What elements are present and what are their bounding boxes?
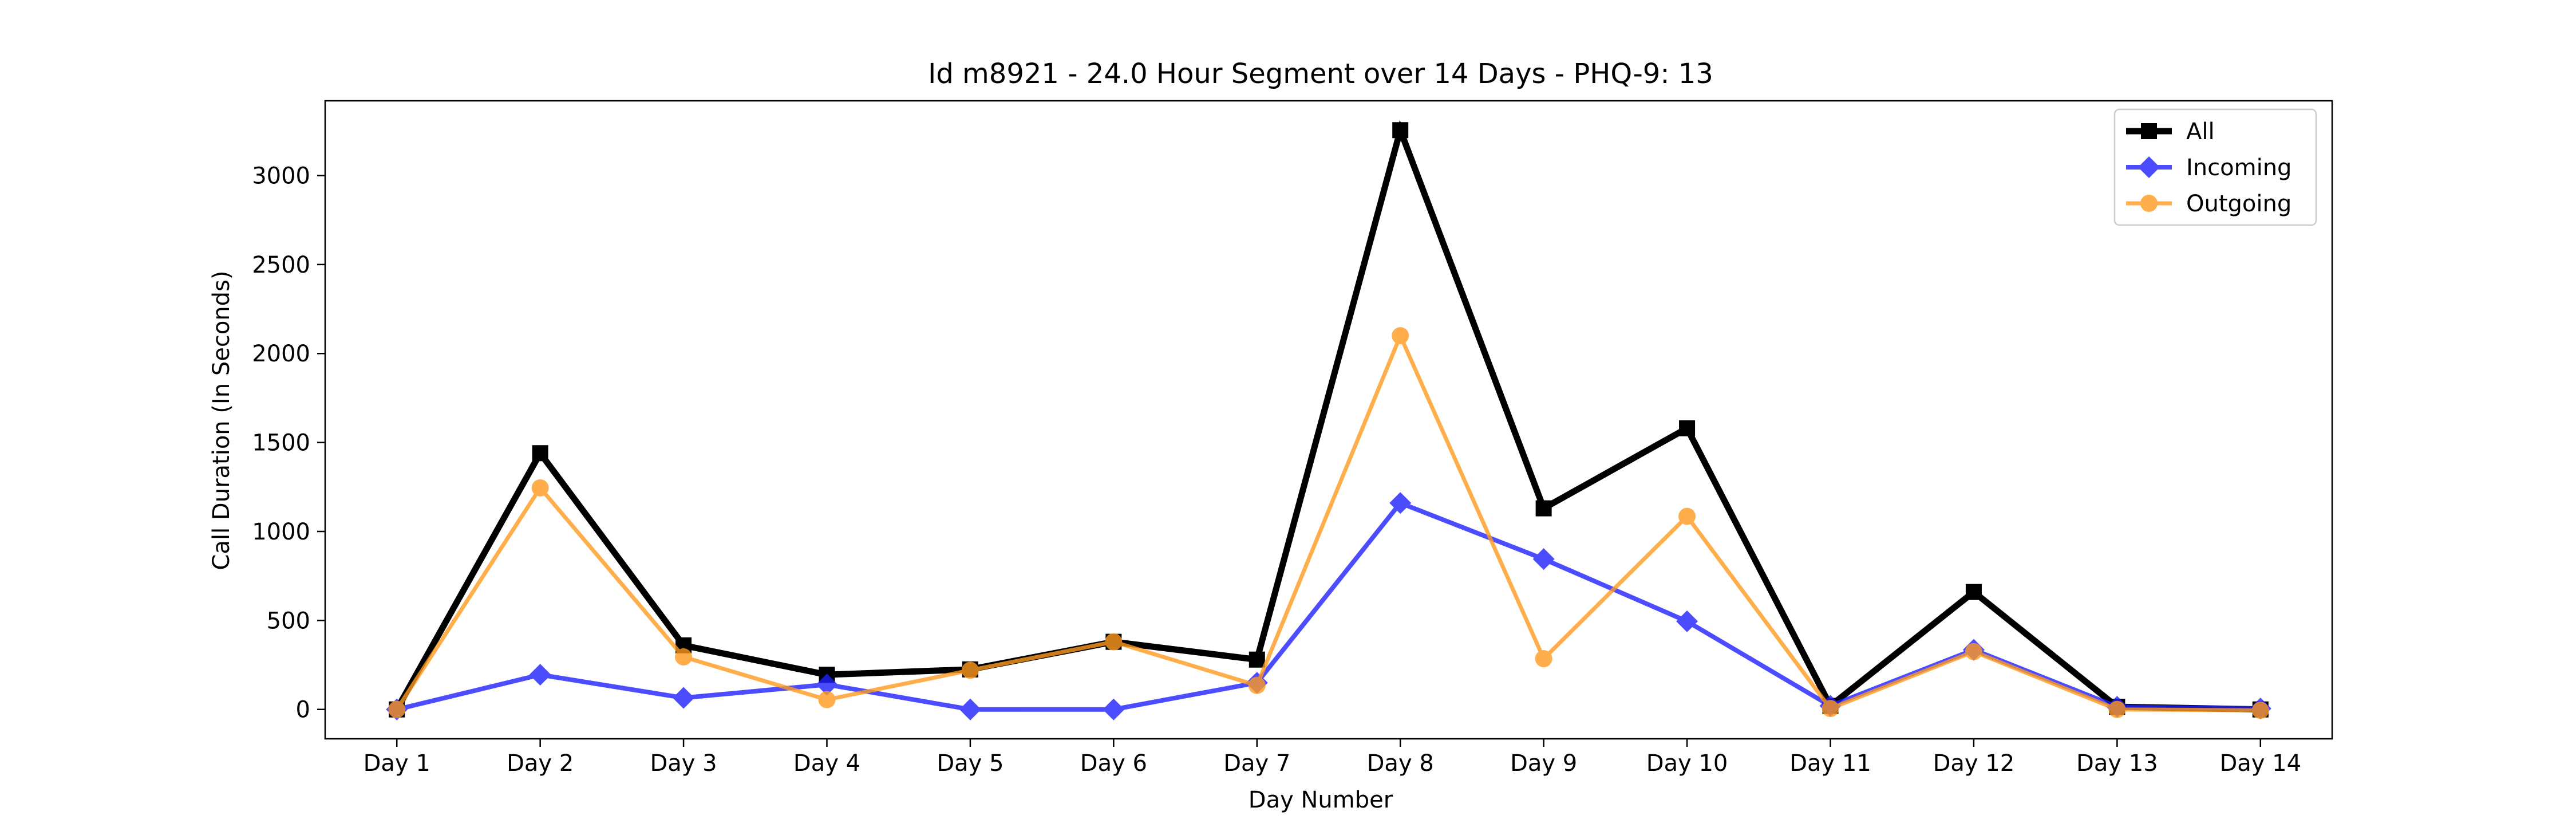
legend: All Incoming Outgoing: [2113, 108, 2317, 226]
x-tick-label-day-5: Day 5: [937, 750, 1003, 777]
point-outgoing-day-11: [1822, 700, 1839, 718]
plot-area: [386, 120, 2271, 720]
point-incoming-day-6: [1103, 698, 1125, 720]
y-tick-label-1000: 1000: [252, 519, 310, 545]
point-all-day-8: [1392, 122, 1409, 139]
point-incoming-day-8: [1389, 492, 1412, 514]
point-outgoing-day-12: [1965, 643, 1982, 660]
point-outgoing-day-2: [531, 479, 549, 497]
x-tick-label-day-4: Day 4: [793, 750, 860, 777]
legend-entry-all: [2126, 123, 2172, 139]
y-tick-label-500: 500: [267, 608, 310, 634]
point-outgoing-day-3: [675, 648, 693, 666]
x-tick-label-day-3: Day 3: [650, 750, 717, 777]
point-outgoing-day-9: [1535, 650, 1552, 668]
point-incoming-day-2: [529, 664, 551, 686]
point-outgoing-day-14: [2251, 702, 2269, 719]
legend-entry-outgoing: [2126, 195, 2172, 212]
legend-label-all: All: [2186, 119, 2215, 145]
point-all-day-10: [1679, 420, 1696, 436]
legend-marker-outgoing: [2140, 195, 2158, 212]
legend-label-incoming: Incoming: [2186, 155, 2291, 181]
legend-box: [2113, 108, 2317, 226]
point-outgoing-day-8: [1392, 327, 1409, 345]
point-incoming-day-10: [1676, 610, 1698, 632]
x-tick-label-day-11: Day 11: [1789, 750, 1871, 777]
point-all-day-9: [1535, 500, 1552, 517]
point-incoming-day-3: [673, 687, 695, 709]
series-line-all: [392, 120, 2264, 714]
y-tick-label-0: 0: [296, 697, 310, 723]
legend-marker-incoming: [2138, 156, 2160, 178]
y-axis-label: Call Duration (In Seconds): [208, 271, 235, 570]
x-tick-label-day-7: Day 7: [1223, 750, 1290, 777]
point-incoming-day-4: [816, 674, 838, 696]
x-tick-label-day-9: Day 9: [1510, 750, 1577, 777]
y-tick-label-1500: 1500: [252, 430, 310, 456]
legend-label-outgoing: Outgoing: [2186, 191, 2291, 217]
point-outgoing-day-10: [1678, 507, 1696, 525]
y-tick-label-3000: 3000: [252, 163, 310, 190]
point-outgoing-day-13: [2108, 700, 2126, 718]
point-all-day-7: [1249, 651, 1265, 668]
point-outgoing-day-5: [961, 661, 979, 679]
x-axis: Day 1 Day 2 Day 3 Day 4 Day 5 Day 6 Day 7 Day 8…: [364, 739, 2301, 777]
y-tick-label-2000: 2000: [252, 341, 310, 367]
point-outgoing-day-1: [388, 700, 406, 718]
chart-title: Id m8921 - 24.0 Hour Segment over 14 Day…: [928, 58, 1713, 90]
series-line-outgoing: [394, 330, 2263, 712]
x-tick-label-day-2: Day 2: [507, 750, 574, 777]
x-tick-label-day-10: Day 10: [1646, 750, 1728, 777]
x-tick-label-day-14: Day 14: [2219, 750, 2301, 777]
point-outgoing-day-6: [1105, 633, 1123, 651]
plot-frame: [324, 100, 2333, 740]
x-tick-label-day-8: Day 8: [1367, 750, 1434, 777]
x-axis-label: Day Number: [1249, 787, 1393, 813]
series-outgoing: [388, 327, 2269, 719]
y-tick-label-2500: 2500: [252, 252, 310, 278]
point-outgoing-day-7: [1248, 676, 1266, 694]
y-axis: 0 500 1000 1500 2000 2500 3000: [252, 163, 325, 723]
x-tick-label-day-1: Day 1: [364, 750, 430, 777]
point-incoming-day-9: [1532, 548, 1555, 570]
legend-marker-all: [2141, 123, 2157, 139]
point-all-day-2: [532, 445, 548, 462]
x-tick-label-day-13: Day 13: [2076, 750, 2158, 777]
point-all-day-12: [1965, 584, 1982, 600]
legend-entry-incoming: [2126, 156, 2172, 178]
point-incoming-day-5: [959, 698, 981, 720]
point-outgoing-day-4: [818, 691, 836, 708]
x-tick-label-day-12: Day 12: [1933, 750, 2015, 777]
x-tick-label-day-6: Day 6: [1080, 750, 1147, 777]
